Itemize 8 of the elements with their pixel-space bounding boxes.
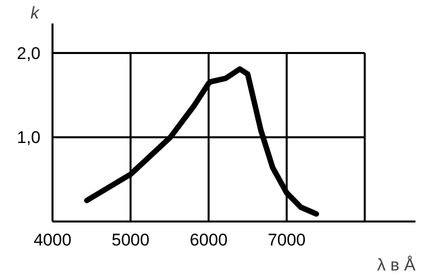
y-axis-title: k	[30, 4, 40, 22]
y-tick-label: 2,0	[16, 44, 41, 63]
x-tick-label: 5000	[112, 230, 150, 250]
x-tick-label: 6000	[190, 230, 228, 250]
y-tick-label: 1,0	[16, 128, 41, 148]
x-tick-label: 4000	[34, 230, 72, 250]
x-tick-label: 7000	[268, 230, 306, 250]
x-axis-title: λ в Å	[377, 256, 416, 274]
